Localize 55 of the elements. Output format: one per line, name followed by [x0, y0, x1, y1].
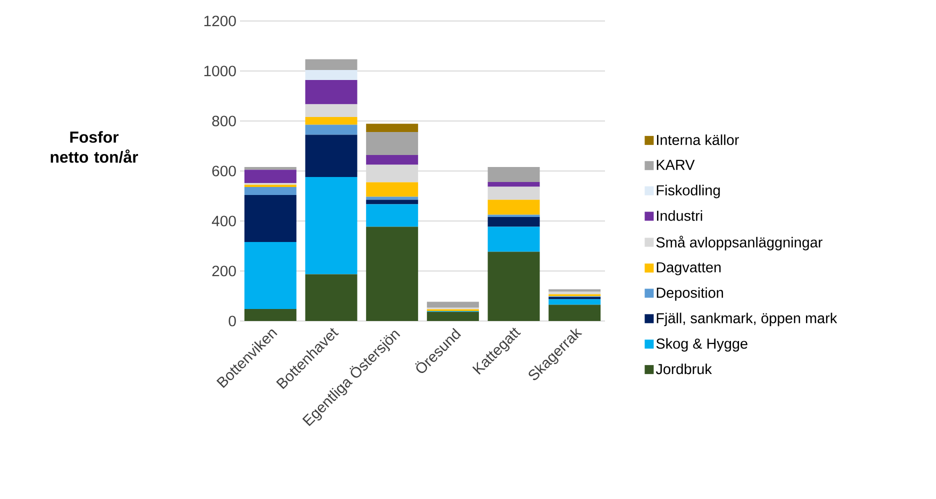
bar	[488, 200, 540, 215]
y-tick-label: 400	[212, 216, 236, 226]
bar	[366, 196, 418, 200]
bar	[426, 302, 479, 308]
bar	[305, 116, 358, 125]
legend-label: Deposition	[656, 287, 723, 301]
bar	[488, 166, 540, 182]
legend-label: Dagvatten	[656, 262, 721, 276]
bar	[305, 176, 358, 274]
bar	[244, 166, 296, 170]
bar	[244, 186, 296, 195]
bar	[548, 304, 601, 321]
bar	[305, 59, 358, 70]
legend-label: Skog & Hygge	[656, 338, 748, 352]
bar	[426, 312, 479, 321]
bar	[305, 104, 358, 117]
bar	[366, 154, 418, 165]
bar	[488, 252, 540, 321]
bar	[488, 216, 540, 227]
bar	[366, 164, 418, 182]
bar	[548, 292, 601, 294]
legend-label: Industri	[657, 210, 702, 221]
y-tick-label: 200	[212, 266, 236, 276]
bar	[244, 170, 296, 183]
bar	[305, 70, 358, 80]
bar	[305, 274, 358, 321]
legend-label: Jordbruk	[656, 364, 712, 374]
bar	[305, 80, 358, 104]
y-axis-title: Fosfor netto ton/år	[50, 131, 138, 163]
y-tick-label: 1000	[204, 66, 236, 76]
bar	[305, 134, 358, 177]
y-tick-label: 0	[228, 316, 236, 326]
y-tick-label: 600	[212, 166, 236, 176]
legend-label: KARV	[656, 160, 695, 170]
bar	[488, 186, 540, 200]
bar	[244, 194, 296, 242]
bar	[366, 182, 418, 197]
bar	[548, 299, 601, 305]
bar	[244, 242, 296, 309]
bar	[488, 182, 540, 187]
legend-label: Interna källor	[657, 134, 739, 146]
legend-label: Fiskodling	[656, 184, 720, 198]
bar	[366, 124, 418, 132]
legend-label: Fjäll, sankmark, öppen mark	[656, 312, 838, 326]
bar	[366, 204, 418, 227]
bar	[548, 289, 601, 292]
bar	[244, 309, 296, 321]
y-tick-label: 1200	[204, 16, 236, 26]
bar	[305, 124, 358, 135]
bar	[366, 200, 418, 204]
y-tick-label: 800	[212, 116, 236, 126]
legend-label: Små avloppsanläggningar	[656, 236, 822, 250]
bar	[488, 226, 540, 252]
bar	[366, 132, 418, 155]
bar	[366, 226, 418, 321]
